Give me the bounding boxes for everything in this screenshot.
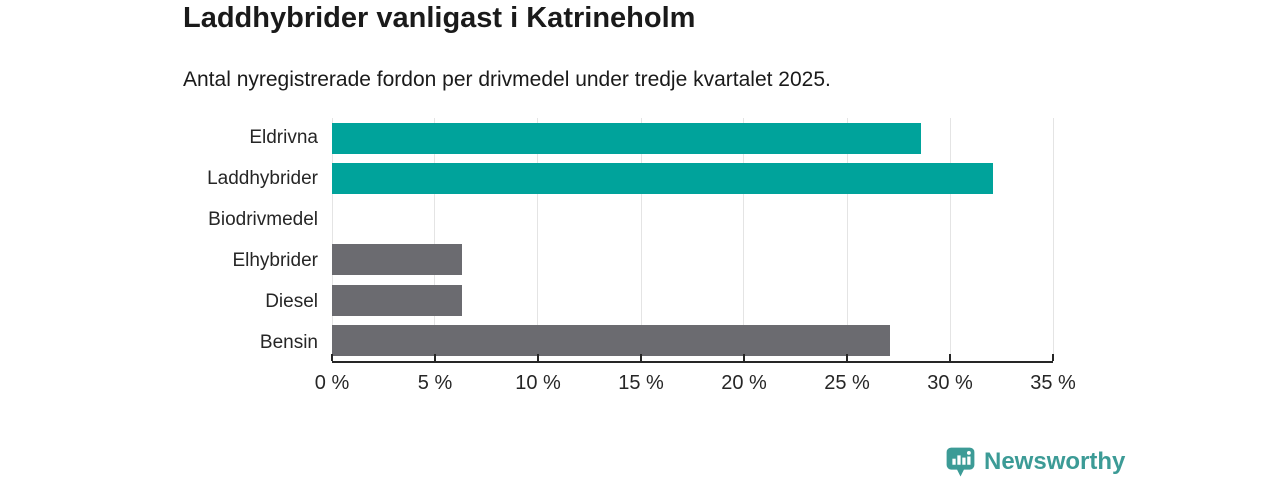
axis-tick (331, 354, 333, 361)
gridline (331, 118, 333, 361)
category-label: Biodrivmedel (208, 209, 318, 231)
newsworthy-logo-text: Newsworthy (984, 448, 1126, 475)
plot-area (331, 118, 1054, 363)
category-label: Eldrivna (249, 127, 318, 149)
bar-row (332, 118, 1053, 159)
axis-tick (846, 354, 848, 361)
x-tick-label: 35 % (1030, 372, 1076, 394)
bar-eldrivna (332, 122, 922, 154)
gridline (949, 118, 951, 361)
x-tick-label: 25 % (824, 372, 870, 394)
x-axis-labels: 0 % 5 % 10 % 15 % 20 % 25 % 30 % 35 % (315, 372, 1076, 398)
bar-row (332, 240, 1053, 281)
axis-tick (433, 354, 436, 361)
chart-title: Laddhybrider vanligast i Katrineholm (183, 2, 696, 34)
bar-rows (332, 118, 1053, 361)
gridline (640, 118, 642, 361)
category-label: Diesel (265, 290, 318, 312)
category-labels: Eldrivna Laddhybrider Biodrivmedel Elhybrid… (0, 118, 318, 363)
axis-tick (1052, 354, 1054, 361)
bar-bensin (332, 325, 891, 357)
axis-tick (640, 354, 642, 361)
x-tick-label: 10 % (515, 372, 561, 394)
bar-elhybrider (332, 244, 462, 276)
bar-row (332, 280, 1053, 321)
x-tick-label: 30 % (927, 372, 973, 394)
gridline (846, 118, 848, 361)
axis-tick (949, 354, 951, 361)
gridline (537, 118, 539, 361)
gridline (434, 118, 436, 361)
axis-tick (536, 354, 539, 361)
branding: Newsworthy (944, 445, 1125, 479)
x-tick-label: 5 % (417, 372, 453, 394)
gridline (743, 118, 745, 361)
bar-row (332, 321, 1053, 362)
bar-laddhybrider (332, 163, 994, 195)
bar-diesel (332, 284, 462, 316)
category-label: Laddhybrider (207, 168, 318, 190)
x-tick-label: 20 % (721, 372, 767, 394)
gridline (1052, 118, 1054, 361)
x-tick-label: 15 % (618, 372, 664, 394)
category-label: Elhybrider (232, 249, 318, 271)
axis-tick (742, 354, 745, 361)
chart-subtitle: Antal nyregistrerade fordon per drivmede… (183, 68, 831, 91)
category-label: Bensin (259, 331, 318, 353)
newsworthy-pin-bar-chart-icon (946, 447, 975, 477)
bar-row (332, 199, 1053, 240)
bar-row (332, 159, 1053, 200)
x-tick-label: 0 % (314, 372, 350, 394)
